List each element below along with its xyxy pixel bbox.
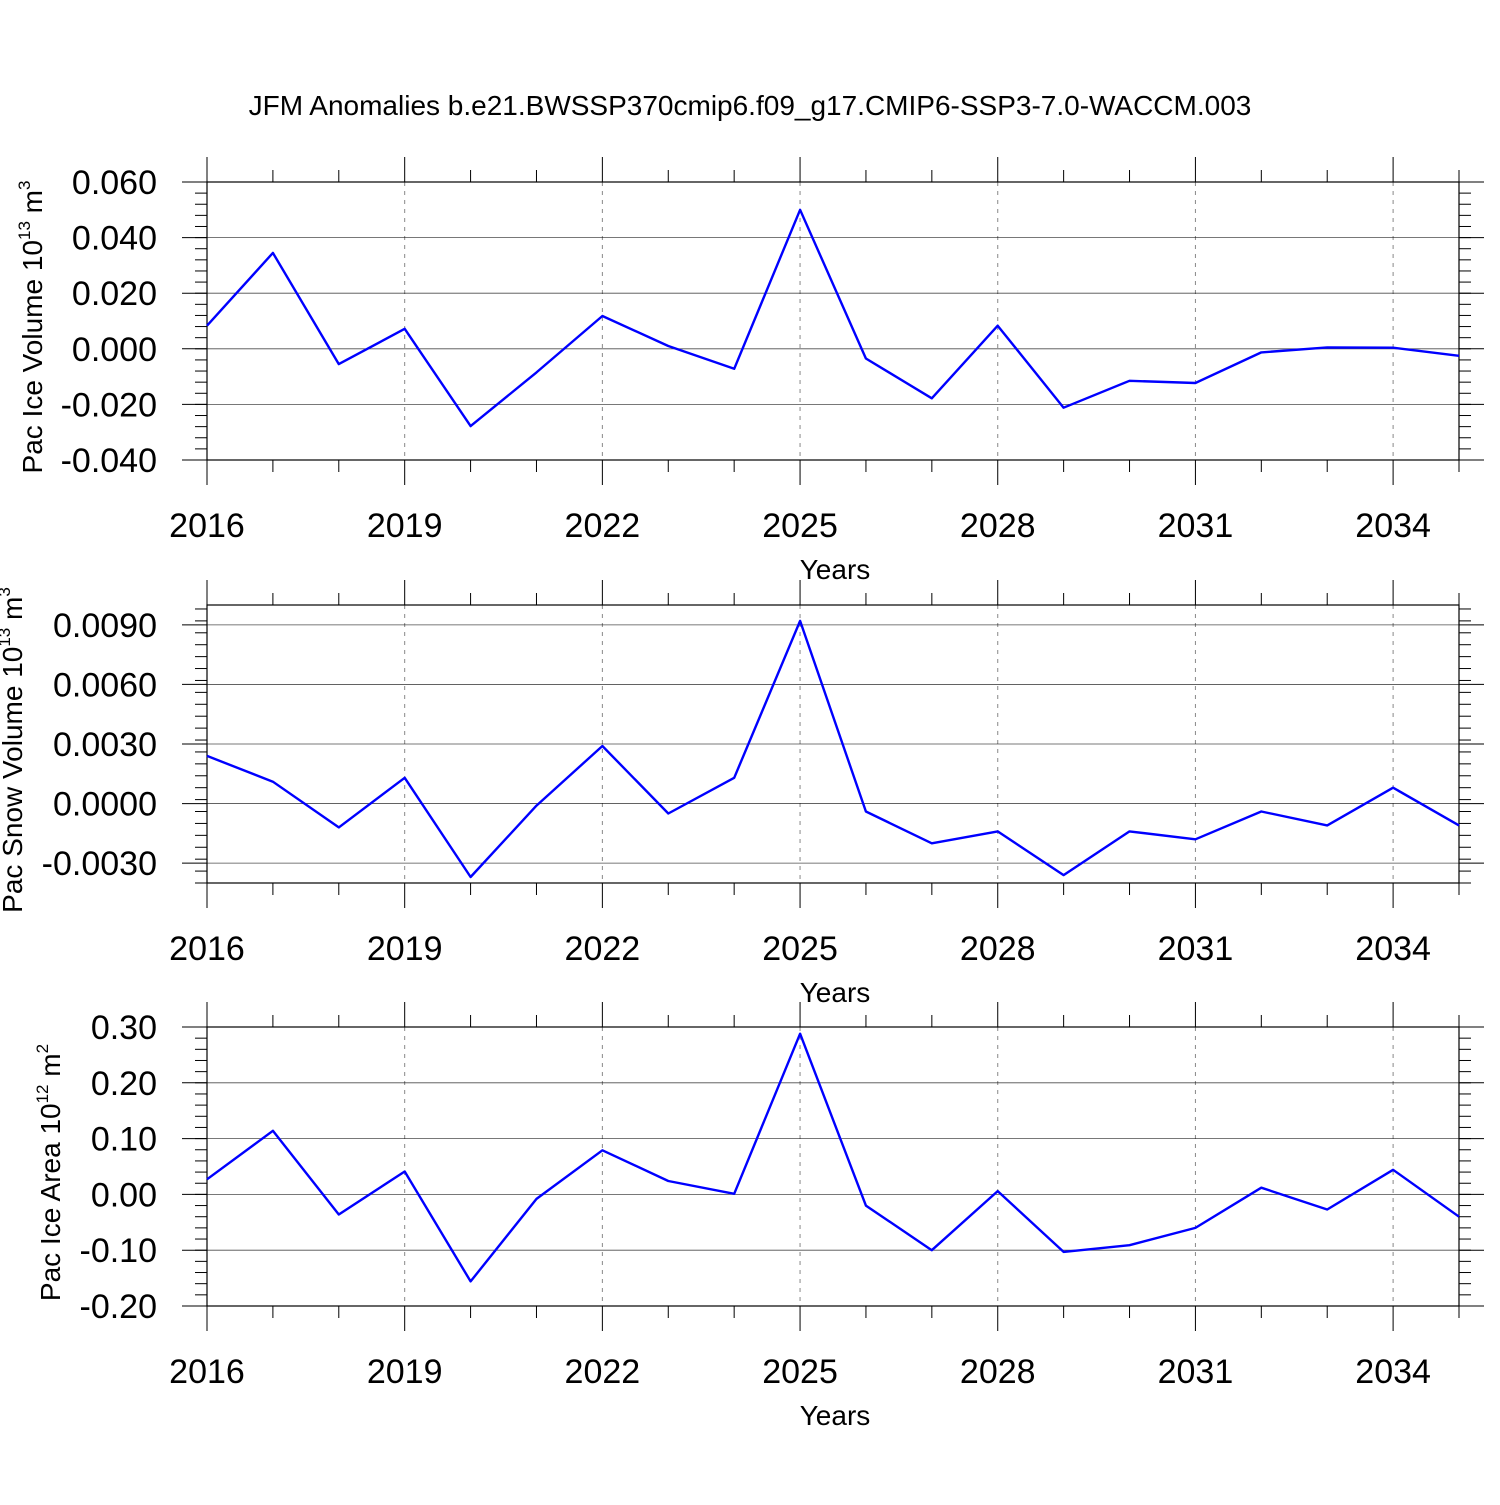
y-tick-label: -0.0030 — [42, 845, 157, 883]
x-tick-label: 2022 — [565, 930, 641, 968]
figure-title: JFM Anomalies b.e21.BWSSP370cmip6.f09_g1… — [0, 90, 1500, 122]
y-tick-label: -0.040 — [61, 442, 157, 480]
y-tick-label: 0.10 — [91, 1121, 157, 1159]
y-tick-label: 0.020 — [72, 275, 157, 313]
x-axis-title: Years — [800, 1400, 871, 1431]
chart-panel-1: -0.040 -0.020 0.000 0.020 0.040 0.060 2016 2019… — [15, 157, 1484, 585]
series-line-1 — [207, 210, 1459, 426]
y-tick-label: 0.0090 — [53, 607, 157, 645]
y-axis-title: Pac Snow Volume 1013 m3 — [0, 587, 28, 913]
x-tick-label: 2022 — [565, 507, 641, 545]
y-tick-label: 0.00 — [91, 1176, 157, 1214]
x-tick-label: 2034 — [1355, 507, 1431, 545]
y-tick-label: 0.0060 — [53, 666, 157, 704]
x-axis-title: Years — [800, 977, 871, 1008]
chart-panel-3: -0.20 -0.10 0.00 0.10 0.20 0.30 2016 2019 2022 20… — [33, 1002, 1484, 1431]
x-tick-label: 2016 — [169, 1353, 245, 1391]
x-tick-label: 2031 — [1158, 930, 1234, 968]
chart-panel-2: -0.0030 0.0000 0.0030 0.0060 0.0090 2016 2019 2… — [0, 580, 1484, 1008]
plot-frame — [207, 182, 1459, 460]
y-tick-label: 0.040 — [72, 220, 157, 258]
y-tick-label: -0.020 — [61, 386, 157, 424]
x-tick-label: 2031 — [1158, 1353, 1234, 1391]
y-tick-label: 0.060 — [72, 164, 157, 202]
x-axis-title: Years — [800, 554, 871, 585]
x-tick-label: 2028 — [960, 930, 1036, 968]
x-tick-label: 2025 — [762, 1353, 838, 1391]
y-tick-label: 0.20 — [91, 1065, 157, 1103]
x-tick-label: 2016 — [169, 930, 245, 968]
x-tick-label: 2034 — [1355, 930, 1431, 968]
x-tick-label: 2031 — [1158, 507, 1234, 545]
y-axis-title: Pac Ice Area 1012 m2 — [33, 1044, 66, 1301]
y-tick-label: 0.0030 — [53, 726, 157, 764]
y-tick-label: 0.0000 — [53, 786, 157, 824]
x-tick-label: 2016 — [169, 507, 245, 545]
x-tick-label: 2025 — [762, 930, 838, 968]
x-tick-label: 2019 — [367, 507, 443, 545]
x-tick-label: 2019 — [367, 930, 443, 968]
y-tick-label: -0.10 — [80, 1232, 158, 1270]
x-tick-label: 2022 — [565, 1353, 641, 1391]
x-tick-label: 2034 — [1355, 1353, 1431, 1391]
x-tick-label: 2019 — [367, 1353, 443, 1391]
y-tick-label: 0.000 — [72, 331, 157, 369]
y-tick-label: 0.30 — [91, 1009, 157, 1047]
y-axis-title: Pac Ice Volume 1013 m3 — [15, 181, 48, 474]
x-tick-label: 2028 — [960, 507, 1036, 545]
x-tick-label: 2028 — [960, 1353, 1036, 1391]
series-line-3 — [207, 1034, 1459, 1282]
y-tick-label: -0.20 — [80, 1288, 158, 1326]
plot-frame — [207, 1027, 1459, 1306]
series-line-2 — [207, 621, 1459, 877]
x-tick-label: 2025 — [762, 507, 838, 545]
